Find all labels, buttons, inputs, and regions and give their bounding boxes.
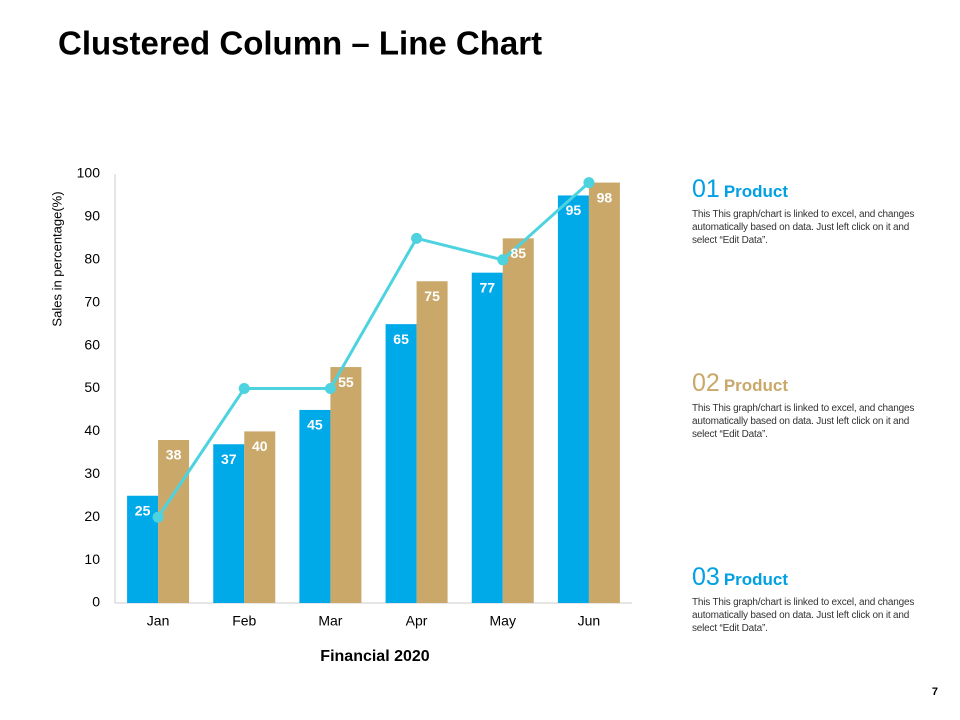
panel-text: This This graph/chart is linked to excel… <box>692 597 915 634</box>
panel-text: This This graph/chart is linked to excel… <box>692 209 915 246</box>
data-label: 77 <box>479 279 495 295</box>
data-label: 98 <box>597 189 613 205</box>
line-marker <box>152 511 164 523</box>
y-tick-label: 40 <box>84 422 100 438</box>
data-label: 85 <box>510 245 526 261</box>
line-marker <box>411 232 423 244</box>
line-marker <box>324 383 336 394</box>
data-label: 45 <box>307 417 323 433</box>
bar <box>416 281 448 603</box>
line-marker <box>238 383 250 394</box>
x-tick-label: Jan <box>147 613 170 629</box>
bar <box>213 444 245 603</box>
y-tick-label: 10 <box>84 551 100 567</box>
y-tick-label: 90 <box>84 208 100 224</box>
bar <box>471 272 503 603</box>
y-tick-label: 60 <box>84 336 100 352</box>
x-axis-label: Financial 2020 <box>320 648 429 665</box>
chart-title: Clustered Column – Line Chart <box>58 25 542 62</box>
bar <box>557 195 589 603</box>
line-marker <box>583 177 595 189</box>
panel-label: Product <box>723 182 789 201</box>
y-axis-label: Sales in percentage(%) <box>49 191 64 326</box>
y-tick-label: 100 <box>77 165 101 181</box>
bar <box>385 324 417 603</box>
panel-heading: 02 Product <box>692 369 942 398</box>
panel-label: Product <box>723 570 789 589</box>
data-label: 75 <box>424 288 440 304</box>
panel-number: 02 <box>692 369 720 397</box>
line <box>156 181 590 519</box>
product-panel: 01 Product This This graph/chart is linked… <box>692 175 942 247</box>
x-tick-label: Mar <box>318 613 342 629</box>
panel-heading: 01 Product <box>692 175 942 204</box>
panel-text: This This graph/chart is linked to excel… <box>692 403 915 440</box>
y-tick-label: 20 <box>84 508 100 524</box>
panel-heading: 03 Product <box>692 563 942 592</box>
bar <box>127 495 159 603</box>
product-panel: 02 Product This This graph/chart is linked… <box>692 369 942 441</box>
bar <box>158 439 190 603</box>
y-tick-label: 70 <box>84 293 100 309</box>
y-tick-label: 30 <box>84 465 100 481</box>
line-marker <box>497 254 509 266</box>
x-tick-label: Jun <box>578 613 601 629</box>
data-label: 95 <box>566 202 582 218</box>
panel-number: 01 <box>692 175 720 203</box>
data-label: 55 <box>338 374 354 390</box>
bar <box>502 238 534 603</box>
x-tick-label: Feb <box>232 613 256 629</box>
panel-number: 03 <box>692 563 720 591</box>
x-tick-label: May <box>490 613 516 629</box>
bar <box>330 367 362 603</box>
data-label: 37 <box>221 451 237 467</box>
page-number: 7 <box>931 686 938 698</box>
panel-label: Product <box>723 376 789 395</box>
x-tick-label: Apr <box>406 613 428 629</box>
y-tick-label: 50 <box>84 379 100 395</box>
product-panel: 03 Product This This graph/chart is linked… <box>692 563 942 635</box>
data-label: 38 <box>166 447 182 463</box>
bar <box>299 409 331 603</box>
data-label: 40 <box>252 438 268 454</box>
y-tick-label: 80 <box>84 251 100 267</box>
data-label: 65 <box>393 331 409 347</box>
bar <box>588 182 620 603</box>
y-tick-label: 0 <box>92 594 100 610</box>
bar <box>244 431 276 603</box>
data-label: 25 <box>135 502 151 518</box>
